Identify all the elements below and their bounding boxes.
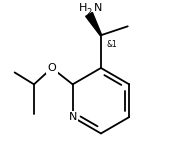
Text: &1: &1 bbox=[107, 40, 118, 49]
Polygon shape bbox=[86, 12, 102, 36]
Text: 2: 2 bbox=[86, 8, 92, 17]
Text: N: N bbox=[68, 112, 77, 122]
Text: H: H bbox=[79, 3, 88, 13]
Text: N: N bbox=[94, 3, 102, 13]
Text: O: O bbox=[47, 63, 56, 73]
